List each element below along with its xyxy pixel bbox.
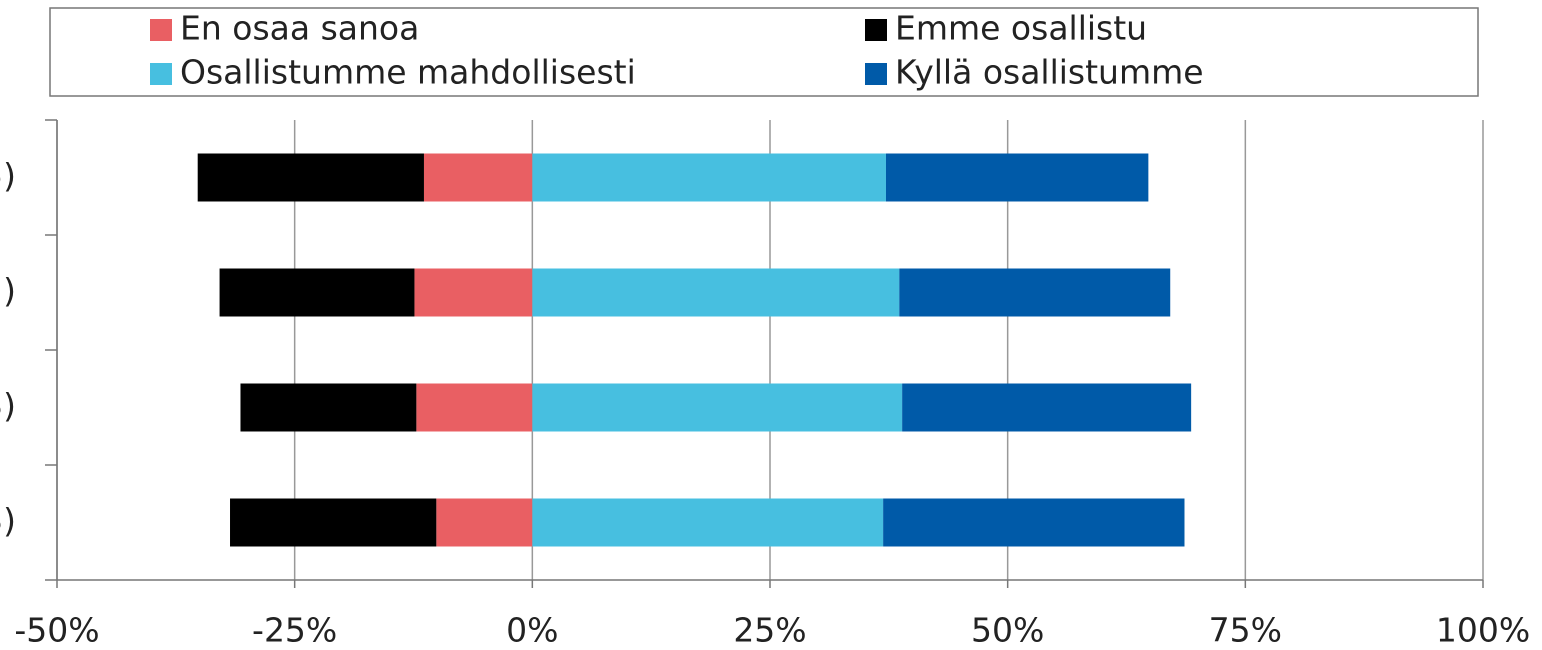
legend-swatch	[150, 63, 172, 85]
x-tick-label: 100%	[1436, 611, 1530, 650]
y-tick-label: 3)	[0, 386, 16, 425]
legend-swatch	[150, 19, 172, 41]
bar-segment	[414, 268, 533, 317]
y-tick-label: 5)	[0, 156, 16, 195]
x-tick-label: 0%	[506, 611, 558, 650]
x-tick-label: 75%	[1209, 611, 1282, 650]
x-tick-label: -25%	[252, 611, 337, 650]
bar-segment	[899, 268, 1171, 317]
y-tick-label: )	[3, 271, 16, 310]
bar-segment	[883, 498, 1185, 547]
x-tick-label: 50%	[971, 611, 1044, 650]
bar-segment	[416, 383, 533, 432]
bar-segment	[240, 383, 417, 432]
bar-segment	[532, 153, 886, 202]
bar-segment	[230, 498, 437, 547]
bar-segment	[423, 153, 533, 202]
bar-segment	[197, 153, 424, 202]
x-tick-label: -50%	[14, 611, 99, 650]
bar-segment	[532, 268, 900, 317]
bar-segment	[532, 498, 884, 547]
legend-box	[49, 7, 1479, 97]
legend-label: Osallistumme mahdollisesti	[180, 53, 636, 92]
legend-label: En osaa sanoa	[180, 9, 419, 48]
legend-label: Emme osallistu	[895, 9, 1147, 48]
legend-label: Kyllä osallistumme	[895, 53, 1204, 92]
x-tick-label: 25%	[733, 611, 806, 650]
bar-segment	[219, 268, 415, 317]
bar-segment	[885, 153, 1149, 202]
bar-segment	[532, 383, 903, 432]
legend-swatch	[865, 63, 887, 85]
bar-segment	[902, 383, 1192, 432]
bar-segment	[436, 498, 533, 547]
legend-swatch	[865, 19, 887, 41]
y-tick-label: 3)	[0, 501, 16, 540]
